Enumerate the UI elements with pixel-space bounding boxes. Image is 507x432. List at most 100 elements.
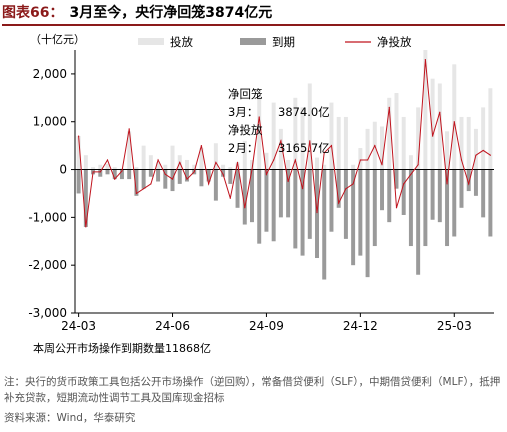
net-injection-point [128,128,130,130]
net-injection-point [475,154,477,156]
maturity-bar [322,169,327,280]
maturity-bar [307,169,312,239]
annotation-line4-label: 2月： [228,141,258,155]
net-injection-point [424,58,426,61]
injection-bar [351,164,356,170]
x-tick-label: 24-06 [155,319,190,333]
legend-label: 净投放 [377,35,412,49]
x-tick-label: 24-09 [249,319,284,333]
maturity-bar [242,169,247,225]
legend-label: 到期 [272,35,295,49]
maturity-bar [98,169,103,177]
injection-bar [329,102,334,170]
injection-bar [365,128,370,170]
maturity-bar [481,169,486,218]
net-injection-point [186,178,188,180]
injection-bar [278,128,283,170]
injection-bar [257,93,262,170]
net-injection-point [114,178,116,180]
maturity-bar [221,169,226,177]
annotation: 净回笼 3月： 3874.0亿 净投放 2月： 3165.7亿 [228,87,330,155]
injection-bar [221,164,226,170]
maturity-bar [351,169,356,266]
injection-bar [76,136,81,170]
maturity-bar [250,169,254,223]
footnote: 注：央行的货币政策工具包括公开市场操作（逆回购），常备借贷便利（SLF），中期借… [4,376,501,404]
net-injection-point [446,183,448,185]
injection-bar [336,116,341,170]
injection-bar [213,143,218,170]
net-injection-point [143,188,145,190]
figure-title: 图表66： 3月至今，央行净回笼3874亿元 [2,2,505,26]
injection-bar [184,159,189,170]
maturity-bar [119,169,124,180]
maturity-bar [473,169,478,196]
y-tick-label: -1,000 [28,210,67,224]
net-injection-point [301,188,304,190]
injection-bar [250,159,254,170]
net-injection-point [359,159,361,161]
maturity-bar [264,169,269,232]
injection-bar [430,78,435,170]
unit-label: （十亿元） [30,32,85,46]
figure-number: 图表66： [2,5,64,21]
maturity-bar [401,169,406,215]
maturity-bar [76,169,81,194]
maturity-bar [445,169,450,247]
net-injection-point [439,111,441,113]
injection-bar [156,162,161,170]
annotation-line2-value: 3874.0亿 [278,105,330,119]
maturity-bar [228,169,233,184]
injection-bar [408,155,413,170]
net-injection-point [460,159,463,161]
net-injection-point [85,226,87,228]
maturity-bar [408,169,413,247]
net-injection-point [164,173,166,175]
injection-bar [134,167,139,170]
source-text: 资料来源：Wind，华泰研究 [4,412,136,424]
maturity-bar [170,169,175,192]
net-injection-point [78,135,80,137]
net-injection-point [410,173,412,175]
injection-bar [228,167,233,170]
net-injection-point [294,159,296,161]
injection-bar [199,148,204,170]
maturity-bar [365,169,370,278]
maturity-bar [286,169,291,218]
maturity-bar [105,169,110,175]
net-injection-point [265,173,268,175]
net-line-group [78,58,491,228]
maturity-bar [293,169,298,249]
injection-bar [293,97,298,170]
maturity-bar [199,169,204,187]
figure-title-text: 3月至今，央行净回笼3874亿元 [69,5,273,21]
maturity-bar [163,169,168,189]
net-injection-point [489,154,491,156]
net-injection-point [352,183,354,185]
injection-bar [163,164,168,170]
x-tick-label: 25-03 [437,319,472,333]
net-injection-point [417,164,419,166]
y-tick-label: -2,000 [28,258,67,272]
injection-bar [235,162,240,170]
maturity-bar [127,169,132,180]
maturity-bar [271,169,276,242]
y-axis: 2,000 1,000 0 -1,000 -2,000 -3,000 [28,50,76,320]
annotation-line2-label: 3月： [228,105,258,119]
maturity-bar [416,169,421,275]
injection-bar [343,116,348,170]
injection-bar [83,155,88,170]
injection-bar [91,167,96,170]
injection-bar [148,155,153,170]
injection-bar [112,167,117,170]
net-injection-point [338,202,340,204]
annotation-line3: 净投放 [228,123,263,137]
injection-bar [170,145,175,170]
injection-bar [423,50,428,170]
maturity-bar [372,169,377,247]
maturity-bar [148,169,153,177]
maturity-bar [206,169,211,182]
injection-bar [452,64,457,170]
injection-bar [394,93,399,170]
injection-bar [416,107,421,170]
